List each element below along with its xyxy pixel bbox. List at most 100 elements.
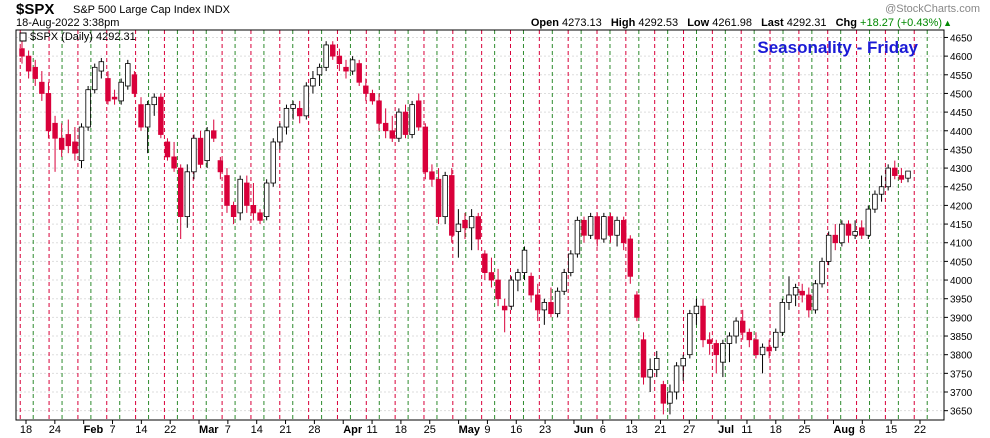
candle-body — [548, 302, 554, 315]
series-label: $SPX (Daily) 4292.31 — [30, 31, 136, 43]
candle — [892, 160, 898, 180]
candle-body — [521, 249, 528, 273]
candle-body — [416, 100, 422, 128]
x-tick-label: Apr — [343, 424, 363, 436]
x-tick-label: 21 — [654, 424, 666, 436]
candle — [515, 268, 521, 292]
candle-body — [422, 126, 429, 173]
candle-body — [171, 156, 177, 169]
candle — [336, 48, 343, 72]
candle — [323, 41, 329, 72]
candle-body — [535, 294, 541, 311]
x-tick-label: 28 — [308, 424, 320, 436]
candle-body — [898, 175, 905, 180]
candle-body — [184, 171, 191, 218]
candle-body — [614, 219, 620, 236]
candle-body — [581, 219, 587, 236]
candle-body — [640, 339, 647, 378]
candle-body — [746, 331, 753, 341]
candle-body — [508, 279, 514, 307]
x-tick-label: 11 — [366, 424, 377, 436]
candle — [435, 168, 442, 225]
candle — [230, 201, 237, 225]
candle-body — [468, 216, 475, 229]
candle — [859, 220, 865, 239]
candle-body — [587, 216, 594, 236]
candle — [601, 212, 607, 243]
candle-body — [792, 287, 799, 296]
candle-body — [211, 130, 217, 139]
candle-body — [654, 358, 660, 371]
candle-body — [376, 100, 382, 124]
y-tick-label: 4500 — [950, 89, 973, 100]
candle — [32, 59, 38, 86]
candle-body — [237, 178, 243, 214]
candle-body — [766, 346, 772, 352]
candle-body — [693, 305, 700, 315]
candle-body — [568, 253, 574, 273]
candle-body — [270, 141, 276, 184]
x-tick-label: 25 — [424, 424, 436, 436]
candle-body — [845, 223, 852, 236]
candle-body — [687, 313, 693, 356]
candle-body — [244, 182, 250, 206]
seasonality-annotation: Seasonality - Friday — [757, 38, 918, 57]
candle-body — [125, 63, 131, 87]
candle-body — [852, 231, 858, 236]
candle — [706, 332, 713, 355]
watermark: @StockCharts.com — [885, 3, 980, 15]
candle — [535, 283, 541, 322]
candle — [449, 168, 455, 243]
candle-body — [561, 272, 567, 292]
candle — [581, 216, 587, 243]
triangle-up-icon: ▲ — [943, 18, 952, 28]
candle-body — [32, 66, 38, 79]
candle — [607, 212, 614, 243]
candle-body — [819, 260, 825, 285]
candle — [184, 164, 191, 228]
candle-body — [647, 369, 653, 378]
candle-body — [277, 126, 283, 143]
candle-body — [733, 320, 739, 337]
candle — [52, 115, 58, 172]
x-tick-label: 8 — [859, 424, 865, 436]
x-tick-label: Mar — [199, 424, 219, 436]
candle-body — [191, 137, 197, 173]
candle-body — [356, 63, 362, 83]
candle-body — [158, 96, 164, 135]
series-legend-swatch — [19, 32, 27, 42]
candle-body — [720, 343, 726, 363]
candle-body — [164, 141, 171, 158]
candle-body — [455, 223, 462, 232]
candle — [382, 108, 389, 139]
candle — [687, 309, 693, 359]
candle — [58, 123, 65, 157]
candle — [561, 268, 567, 295]
candle — [296, 100, 303, 124]
candle-body — [197, 137, 204, 165]
candle — [660, 380, 667, 415]
candle-body — [554, 290, 561, 315]
candle-body — [217, 160, 224, 173]
x-tick-label: May — [459, 424, 481, 436]
candle — [422, 123, 429, 180]
y-tick-label: 4650 — [950, 33, 973, 44]
candle — [151, 93, 157, 116]
candle-body — [753, 339, 759, 356]
candle — [204, 127, 210, 169]
x-tick-label: 23 — [539, 424, 551, 436]
y-tick-label: 3750 — [950, 369, 973, 380]
candle-body — [336, 55, 343, 64]
candle-body — [878, 186, 885, 195]
candle-body — [323, 44, 329, 68]
x-tick-label: 24 — [49, 424, 61, 436]
candle — [673, 362, 680, 400]
candle — [402, 104, 409, 139]
symbol: $SPX — [16, 1, 55, 18]
candle — [568, 250, 574, 277]
candle-body — [303, 85, 310, 117]
x-tick-label: 7 — [225, 424, 231, 436]
candle-body — [45, 93, 52, 132]
candle — [482, 250, 488, 281]
